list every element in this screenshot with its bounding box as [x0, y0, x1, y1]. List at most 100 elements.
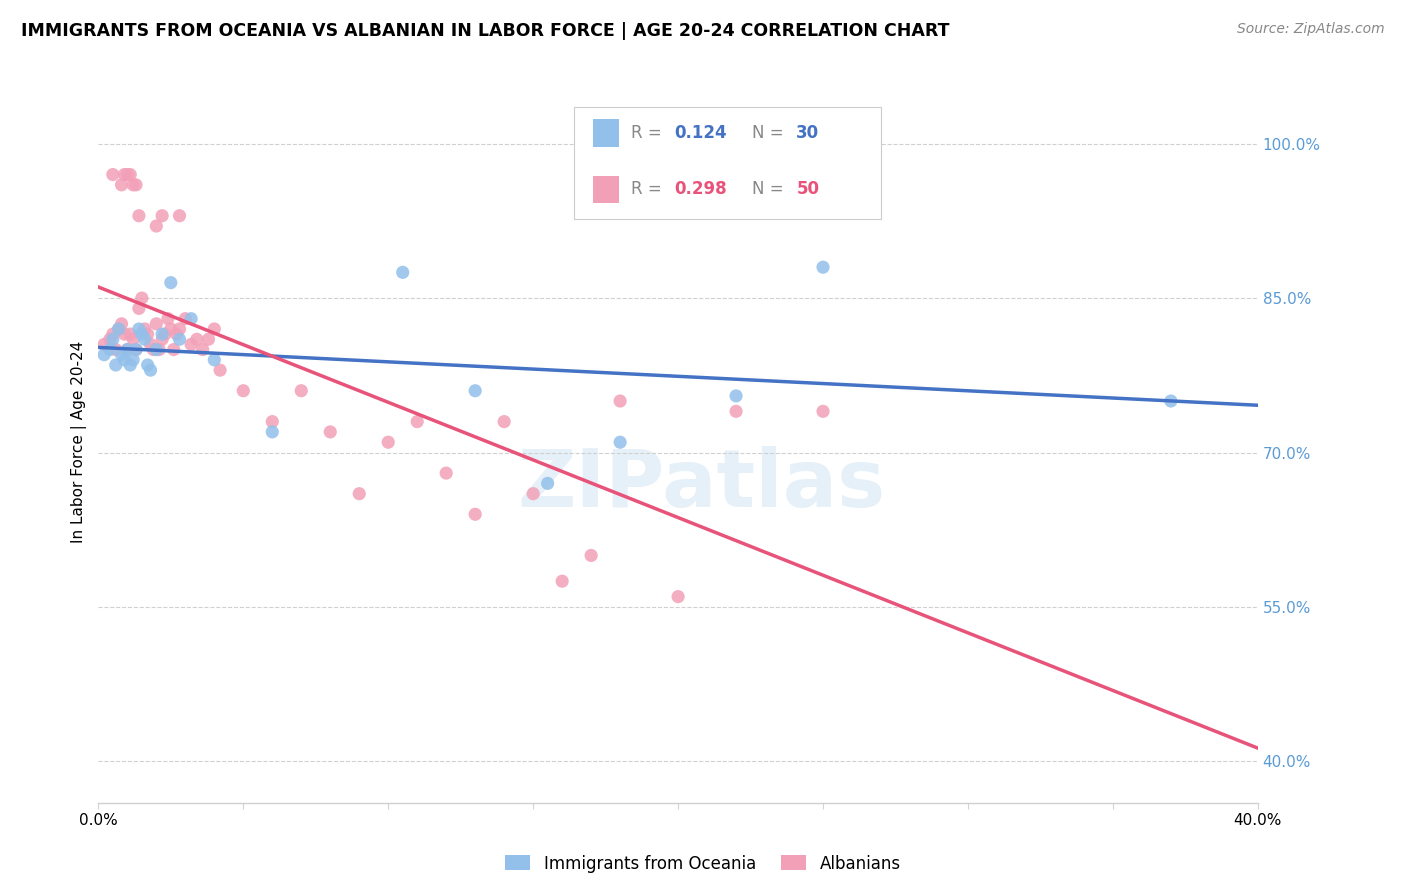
Point	[202, 352, 225, 367]
Point	[120, 358, 142, 372]
Point	[131, 327, 153, 342]
Point	[406, 415, 429, 429]
Point	[166, 327, 188, 342]
Text: 30: 30	[796, 124, 820, 142]
Point	[98, 343, 121, 357]
Point	[609, 435, 631, 450]
Point	[125, 343, 148, 357]
Point	[145, 219, 167, 233]
Point	[117, 343, 139, 357]
Point	[150, 209, 173, 223]
Point	[110, 317, 132, 331]
Point	[128, 209, 150, 223]
Point	[262, 425, 284, 439]
Point	[232, 384, 254, 398]
Point	[169, 209, 191, 223]
Point	[134, 322, 156, 336]
Point	[148, 343, 170, 357]
Point	[114, 327, 136, 342]
Point	[104, 343, 127, 357]
Point	[202, 322, 225, 336]
Point	[136, 358, 159, 372]
Point	[120, 168, 142, 182]
Point	[125, 178, 148, 192]
Point	[125, 343, 148, 357]
Text: N =: N =	[752, 124, 789, 142]
FancyBboxPatch shape	[593, 120, 619, 147]
Text: 0.298: 0.298	[675, 180, 727, 198]
Point	[180, 311, 202, 326]
Point	[122, 178, 145, 192]
Point	[128, 322, 150, 336]
Point	[139, 363, 162, 377]
Point	[169, 332, 191, 346]
Point	[609, 394, 631, 409]
Point	[150, 332, 173, 346]
Point	[537, 476, 560, 491]
Point	[150, 327, 173, 342]
Point	[101, 327, 124, 342]
Point	[114, 168, 136, 182]
Point	[169, 322, 191, 336]
Point	[209, 363, 232, 377]
Point	[101, 168, 124, 182]
Point	[153, 327, 176, 342]
Point	[139, 337, 162, 351]
Point	[104, 358, 127, 372]
Point	[391, 265, 413, 279]
Y-axis label: In Labor Force | Age 20-24: In Labor Force | Age 20-24	[72, 341, 87, 543]
FancyBboxPatch shape	[574, 107, 882, 219]
Point	[110, 348, 132, 362]
Point	[464, 384, 486, 398]
Point	[811, 404, 834, 418]
Point	[93, 337, 115, 351]
Point	[122, 332, 145, 346]
Legend: Immigrants from Oceania, Albanians: Immigrants from Oceania, Albanians	[499, 848, 907, 880]
Point	[131, 291, 153, 305]
Point	[122, 352, 145, 367]
Point	[156, 311, 179, 326]
Point	[110, 178, 132, 192]
Point	[93, 348, 115, 362]
Point	[145, 317, 167, 331]
Point	[107, 322, 129, 336]
Text: IMMIGRANTS FROM OCEANIA VS ALBANIAN IN LABOR FORCE | AGE 20-24 CORRELATION CHART: IMMIGRANTS FROM OCEANIA VS ALBANIAN IN L…	[21, 22, 949, 40]
Point	[434, 466, 457, 480]
Point	[377, 435, 399, 450]
Text: N =: N =	[752, 180, 789, 198]
FancyBboxPatch shape	[593, 176, 619, 203]
Point	[145, 343, 167, 357]
Point	[117, 343, 139, 357]
Point	[159, 276, 181, 290]
Point	[136, 327, 159, 342]
Text: R =: R =	[630, 124, 666, 142]
Point	[134, 332, 156, 346]
Point	[180, 337, 202, 351]
Point	[174, 311, 197, 326]
Point	[163, 343, 186, 357]
Point	[290, 384, 312, 398]
Point	[159, 322, 181, 336]
Point	[262, 415, 284, 429]
Point	[186, 332, 208, 346]
Point	[579, 549, 602, 563]
Point	[98, 332, 121, 346]
Point	[725, 404, 748, 418]
Point	[551, 574, 574, 589]
Text: 0.124: 0.124	[675, 124, 727, 142]
Text: ZIPatlas: ZIPatlas	[517, 447, 886, 524]
Text: R =: R =	[630, 180, 666, 198]
Point	[197, 332, 219, 346]
Point	[666, 590, 689, 604]
Point	[107, 322, 129, 336]
Point	[128, 301, 150, 316]
Point	[522, 486, 544, 500]
Text: 50: 50	[796, 180, 820, 198]
Point	[464, 508, 486, 522]
Point	[494, 415, 516, 429]
Point	[120, 327, 142, 342]
Point	[319, 425, 342, 439]
Point	[811, 260, 834, 275]
Point	[1160, 394, 1182, 409]
Point	[349, 486, 371, 500]
